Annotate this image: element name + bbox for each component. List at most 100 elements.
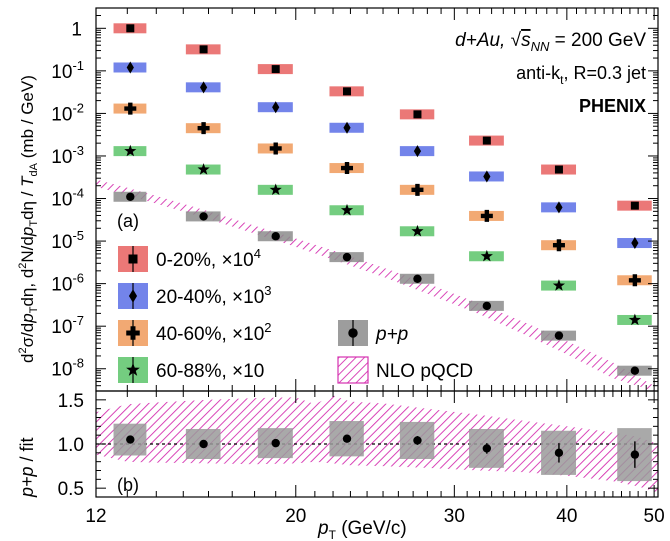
point (199, 81, 208, 94)
y-tick-label-a: 10-2 (51, 100, 84, 125)
legend-label: 60-88%, ×10 (156, 361, 264, 382)
y-tick-label-b: 0.5 (58, 479, 84, 500)
point (124, 144, 137, 157)
point (552, 239, 565, 252)
y-tick-label-b: 1.5 (58, 391, 84, 412)
panel-b-label: (b) (117, 475, 139, 495)
y-axis-b-ticks: 0.5 1.0 1.5 (58, 391, 658, 500)
annotation-phenix: PHENIX (579, 96, 646, 116)
point (411, 224, 424, 237)
legend-item-square: 0-20%, ×104 (118, 246, 261, 272)
annotation-line1: d+Au, √sNN = 200 GeV (455, 30, 646, 54)
point (628, 313, 641, 326)
legend-marker (128, 289, 138, 303)
nlo-band-a-area (96, 179, 655, 391)
point (554, 165, 563, 174)
panel-b: 0.5 1.0 1.5 12 20 30 40 50 (b) (58, 390, 665, 527)
legend: 0-20%, ×104 20-40%, ×103 40-60%, ×102 60-88… (118, 246, 473, 384)
y-tick-label-a: 10-5 (51, 228, 84, 253)
point (482, 301, 492, 311)
x-tick-label: 20 (285, 506, 306, 527)
panel-a-label: (a) (117, 211, 139, 231)
point (552, 279, 566, 291)
legend-label: 20-40%, ×103 (156, 283, 272, 308)
legend-marker (126, 362, 140, 376)
point (630, 450, 640, 459)
ratio-point (113, 423, 147, 456)
point (482, 136, 491, 145)
panel-a: 1 10-1 10-2 10-3 10-4 10-5 10-6 10-7 10-8 (a) d+… (51, 7, 659, 392)
point (413, 436, 422, 445)
ratio-point (541, 430, 577, 475)
series-square (113, 23, 652, 211)
point (271, 438, 280, 448)
series-star (113, 144, 652, 326)
legend-item-nlo: NLO pQCD (337, 356, 473, 384)
point (482, 444, 492, 453)
point (271, 232, 280, 241)
ratio-point (469, 428, 504, 468)
point (413, 110, 422, 119)
y-tick-label-a: 10-7 (51, 313, 84, 338)
ratio-point (185, 428, 221, 460)
point (554, 448, 564, 458)
spectra-marks (113, 23, 652, 376)
point (126, 192, 135, 201)
nlo-band-b (96, 395, 658, 493)
legend-marker (128, 254, 138, 264)
point (630, 201, 639, 210)
x-tick-label: 12 (85, 506, 106, 527)
y-tick-label-a: 10-4 (51, 186, 84, 211)
point (126, 24, 135, 33)
point (628, 274, 641, 287)
point (342, 434, 352, 443)
point (340, 203, 354, 216)
point (480, 249, 493, 262)
point (197, 163, 210, 175)
point (630, 366, 640, 375)
point (197, 122, 210, 135)
legend-marker (348, 328, 358, 338)
legend-item-cross: 40-60%, ×102 (118, 320, 272, 346)
legend-label: NLO pQCD (376, 361, 473, 382)
nlo-band-a (96, 179, 655, 391)
ratio-point (329, 421, 364, 457)
point (483, 170, 491, 183)
legend-item-diamond: 20-40%, ×103 (118, 283, 272, 309)
y-tick-label-b: 1.0 (58, 435, 84, 456)
point (271, 65, 280, 74)
annotation-line2: anti-kt, R=0.3 jet (516, 63, 646, 87)
series-circle (113, 191, 652, 376)
legend-marker (126, 326, 140, 340)
legend-item-star: 60-88%, ×10 (118, 357, 264, 383)
y-tick-label-a: 10-8 (51, 356, 84, 381)
point (343, 121, 351, 134)
point (124, 102, 137, 115)
point (554, 331, 564, 340)
point (480, 209, 493, 222)
x-tick-label: 40 (556, 506, 577, 527)
nlo-band-b-area (96, 395, 658, 493)
legend-label: 0-20%, ×104 (156, 246, 261, 271)
point (269, 183, 282, 196)
series-diamond (113, 61, 652, 250)
x-axis-a-ticks (95, 8, 655, 391)
point (126, 435, 135, 444)
x-axis-title: pT (GeV/c) (317, 518, 407, 541)
point (199, 212, 208, 221)
legend-label: p+p (375, 324, 408, 345)
point (199, 439, 208, 449)
point (126, 61, 134, 74)
y-axis-a-title: d2σ/dpTdη, d2N/dpTdη / TdA (mb / GeV) (17, 75, 40, 363)
x-axis-b-ticks: 12 20 30 40 50 (85, 391, 665, 527)
point (269, 142, 282, 155)
ratio-point (399, 421, 435, 460)
y-axis-b-title: p+p / fit (17, 437, 37, 498)
point (272, 101, 280, 114)
legend-swatch (337, 356, 369, 384)
legend-label: 40-60%, ×102 (156, 320, 272, 345)
legend-item-circle: p+p (338, 320, 408, 346)
y-axis-a-ticks: 1 10-1 10-2 10-3 10-4 10-5 10-6 10-7 10-8 (51, 7, 658, 392)
point (199, 45, 208, 54)
y-tick-label-a: 10-3 (51, 143, 84, 168)
